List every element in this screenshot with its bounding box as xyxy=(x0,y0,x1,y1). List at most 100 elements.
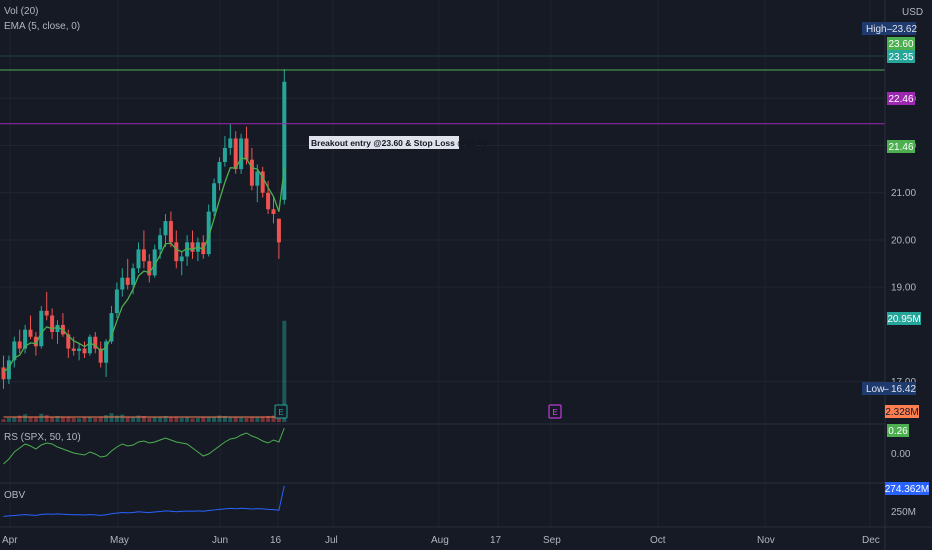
candle-body xyxy=(174,242,179,262)
volume-bar xyxy=(179,417,184,422)
earnings-marker-past[interactable]: E xyxy=(274,404,288,419)
earnings-marker-upcoming[interactable]: E xyxy=(548,404,562,419)
earnings-marker-text: E xyxy=(278,408,283,417)
candle-body xyxy=(217,162,222,184)
price-tick-label: 19.00 xyxy=(891,283,916,294)
candle-body xyxy=(66,334,71,349)
volume-bar xyxy=(77,418,82,422)
candle-body xyxy=(158,235,163,250)
candle-body xyxy=(17,341,22,349)
volume-bar xyxy=(60,416,65,422)
candle-body xyxy=(12,341,17,361)
time-axis-ticks[interactable]: Apr May Jun 16 Jul Aug 17 Sep Oct Nov Dec xyxy=(2,535,880,546)
candle-body xyxy=(212,183,217,212)
candle-body xyxy=(190,242,195,252)
price-tick-label: 21.00 xyxy=(891,188,916,199)
volume-bar xyxy=(98,416,103,422)
volume-ma-badge: 20.95M xyxy=(887,312,921,325)
volume-bar xyxy=(185,417,190,422)
candle-body xyxy=(125,277,130,285)
time-tick-label: 16 xyxy=(270,535,282,546)
time-tick-label: Apr xyxy=(2,535,18,546)
last-price-badge: 23.35 xyxy=(887,50,915,63)
candle-body xyxy=(55,324,60,333)
ema-value: 21.46 xyxy=(888,142,913,153)
low-label: Low xyxy=(866,384,885,395)
candle-body xyxy=(249,159,254,186)
candle-body xyxy=(82,348,87,354)
candle-body xyxy=(239,138,244,170)
volume-bar xyxy=(23,414,28,422)
volume-legend[interactable]: Vol (20) xyxy=(4,6,39,17)
candle-body xyxy=(109,313,114,342)
candle-body xyxy=(276,218,281,243)
volume-bar xyxy=(249,416,254,422)
low-value: 16.42 xyxy=(891,384,916,395)
time-tick-label: Jun xyxy=(212,535,228,546)
volume-bar xyxy=(233,416,238,422)
volume-bar xyxy=(28,416,33,422)
candle-body xyxy=(93,336,98,349)
earnings-marker-text-upcoming: E xyxy=(552,408,557,417)
candle-body xyxy=(255,171,260,186)
volume-bar xyxy=(163,416,168,422)
stop-value: 22.46 xyxy=(888,94,913,105)
candle-body xyxy=(39,310,44,347)
rs-legend[interactable]: RS (SPX, 50, 10) xyxy=(4,432,81,443)
volume-value: 2.328M xyxy=(885,407,918,418)
high-badge: High – 23.62 xyxy=(862,22,917,35)
obv-legend[interactable]: OBV xyxy=(4,490,26,501)
volume-bar xyxy=(152,417,157,422)
candle-body xyxy=(50,315,55,333)
volume-bar xyxy=(282,320,287,422)
candle-body xyxy=(168,221,173,243)
volume-bar xyxy=(6,417,11,422)
volume-bar xyxy=(228,416,233,422)
volume-bar xyxy=(158,416,163,422)
volume-bar xyxy=(222,416,227,422)
volume-bar xyxy=(239,417,244,422)
candle-body xyxy=(163,221,168,236)
volume-bar xyxy=(212,416,217,422)
annotation-text: Breakout entry @23.60 & Stop Loss @22.46 xyxy=(311,138,487,148)
volume-bar xyxy=(50,416,55,422)
candle-body xyxy=(147,261,152,276)
candle-body xyxy=(104,341,109,363)
breakout-annotation: Breakout entry @23.60 & Stop Loss @22.46 xyxy=(309,136,487,149)
candlesticks xyxy=(1,69,287,389)
volume-bar xyxy=(266,416,271,422)
candle-body xyxy=(282,81,287,200)
candle-body xyxy=(206,211,211,255)
obv-line xyxy=(3,485,285,517)
volume-bar xyxy=(114,415,119,422)
volume-bar xyxy=(71,417,76,422)
candle-body xyxy=(33,336,38,347)
rs-value: 0.26 xyxy=(888,426,908,437)
candle-body xyxy=(87,336,92,354)
time-tick-label: Aug xyxy=(431,535,449,546)
volume-bar xyxy=(120,414,125,422)
candle-body xyxy=(23,329,28,349)
candle-body xyxy=(71,348,76,351)
volume-bar xyxy=(217,415,222,422)
candle-body xyxy=(179,256,184,262)
time-tick-label: Sep xyxy=(543,535,561,546)
price-tick-label: 20.00 xyxy=(891,235,916,246)
volume-bar xyxy=(174,417,179,422)
candle-body xyxy=(1,367,6,380)
rs-line xyxy=(3,427,285,465)
volume-bar xyxy=(104,415,109,422)
candle-body xyxy=(6,360,11,380)
candle-body xyxy=(244,138,249,160)
obv-tick: 250M xyxy=(891,507,916,518)
time-tick-label: Jul xyxy=(325,535,338,546)
candle-body xyxy=(44,310,49,316)
candle-body xyxy=(271,209,276,214)
entry-value: 23.60 xyxy=(888,39,913,50)
ema-line xyxy=(3,157,285,373)
volume-bar xyxy=(82,417,87,422)
ema-legend[interactable]: EMA (5, close, 0) xyxy=(4,21,81,32)
volume-badge: 2.328M xyxy=(885,405,919,418)
